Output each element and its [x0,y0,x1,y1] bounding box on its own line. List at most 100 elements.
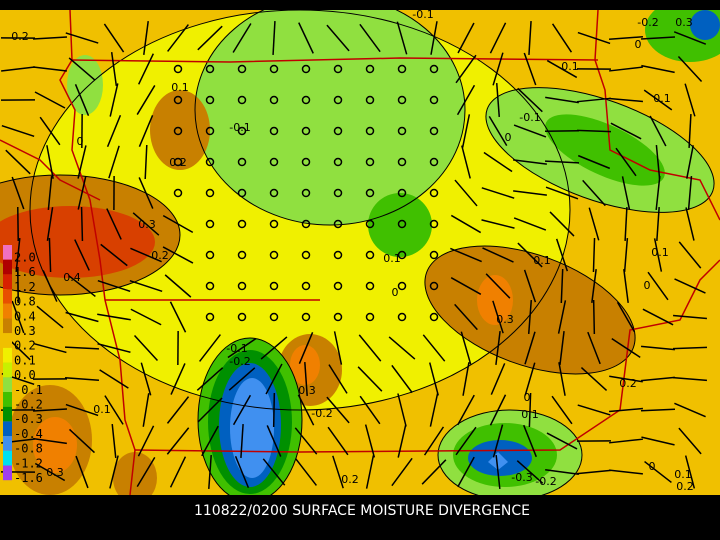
wind-barb [588,207,600,241]
wind-barb [36,305,64,329]
wind-barb [592,299,596,335]
wind-barb [170,363,186,395]
wind-barb [641,436,675,446]
wind-barb [357,366,383,392]
calm-marker [365,250,375,260]
contour-label: 0 [392,286,399,299]
wind-barb [77,145,87,179]
legend-label: -0.1 [14,383,43,397]
wind-barb [524,331,536,365]
wind-barb [678,427,702,455]
calm-marker [237,250,247,260]
wind-barb [655,145,661,179]
wind-barb [1,124,35,138]
wind-barb [365,455,375,489]
wind-barb [609,469,643,475]
wind-barb [68,57,96,81]
legend-label: -0.4 [14,427,43,441]
calm-marker [365,64,375,74]
wind-barb [545,469,579,475]
wind-barb [272,20,276,56]
legend-swatch [3,245,12,260]
wind-barb [32,408,68,412]
calm-marker [269,64,279,74]
calm-marker [237,219,247,229]
calm-marker [205,219,215,229]
legend-swatch [3,465,12,481]
wind-barb [624,206,628,242]
legend-label: 0.1 [14,353,36,367]
wind-barb [208,454,212,490]
wind-barb [454,179,478,207]
contour-label: -0.1 [519,111,540,124]
wind-barb [457,22,475,54]
calm-marker [237,157,247,167]
wind-barb [461,145,471,179]
wind-barb [577,404,611,416]
wind-barb [138,115,154,147]
wind-barb [457,394,475,426]
wind-barb [39,116,61,146]
wind-barb [608,407,644,413]
legend-swatch [3,436,12,451]
wind-barb [80,206,84,242]
legend-label: -0.3 [14,412,43,426]
wind-barb [97,313,131,321]
calm-marker [301,95,311,105]
wind-barb [137,425,155,457]
contour-label: 0 [505,131,512,144]
field: 0.20.1-0.100.20.30.20.40.10-0.1-0.20.3-0… [0,10,720,495]
contour-label: 0.1 [171,81,189,94]
legend: 2.01.61.20.80.40.30.20.10.0-0.1-0.2-0.3-… [3,245,43,485]
calm-marker [333,281,343,291]
wind-barb [656,206,660,242]
contour-label: -0.2 [535,475,556,488]
wind-barb [523,52,537,86]
legend-label: -1.2 [14,456,43,470]
wind-barb [1,66,35,72]
wind-barb [462,362,470,396]
calm-marker [205,126,215,136]
calm-marker [333,312,343,322]
wind-barb [298,332,314,364]
calm-marker [205,95,215,105]
wind-barb [615,147,637,177]
wind-barb [460,331,472,365]
wind-barb [167,24,189,52]
contour-label: 0.1 [383,252,401,265]
legend-swatch [3,259,12,275]
wind-barb [358,334,382,362]
wind-barb [592,237,596,273]
contour-labels: 0.20.1-0.100.20.30.20.40.10-0.1-0.20.3-0… [11,10,694,493]
wind-barb [143,21,149,55]
wind-barb [64,377,100,381]
calm-marker [429,64,439,74]
wind-barb [672,376,708,382]
wind-barb [64,346,100,350]
wind-barb [109,83,119,117]
wind-barb [546,432,578,450]
wind-barb [461,114,471,148]
legend-swatch [3,289,12,304]
wind-barb [33,437,67,445]
wind-barb [15,238,21,272]
legend-swatch [3,421,12,437]
calm-marker [269,188,279,198]
calm-marker [333,157,343,167]
wind-barb [33,66,67,72]
wind-barb [397,393,407,427]
contour-label: 0 [524,391,531,404]
calm-marker [397,126,407,136]
calm-marker [333,126,343,136]
legend-label: 1.6 [14,265,36,279]
wind-barb [545,186,579,200]
wind-barb [544,160,580,164]
legend-label: -1.6 [14,471,43,485]
calm-marker [397,219,407,229]
contour-label: 0.2 [11,30,29,43]
contour-label: 0.2 [619,377,637,390]
wind-barb [65,32,99,44]
wind-barb [495,82,501,118]
wind-barb [388,336,416,360]
wind-barb [450,277,482,295]
